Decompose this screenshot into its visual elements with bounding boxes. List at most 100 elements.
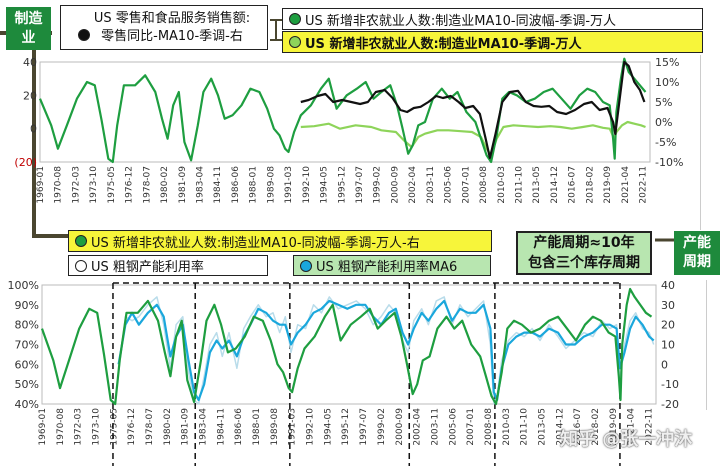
y-tick-left: 100% [8,279,39,292]
x-tick-label: 1969-01 [38,408,48,446]
x-tick-label: 1978-07 [145,408,155,446]
x-tick-label: 1988-01 [249,166,259,204]
x-tick-label: 1976-12 [127,408,137,446]
x-tick-label: 2010-03 [502,408,512,446]
legend-mfg-employment-right: US 新增非农就业人数:制造业MA10-同波幅-季调-万人-右 [68,230,492,252]
watermark: 知乎 @张一冲沐 [560,429,693,450]
x-tick-label: 1992-10 [306,408,316,446]
y-tick-right: -5% [655,136,676,149]
x-tick-label: 1970-08 [56,408,66,446]
x-tick-label: 1972-03 [71,166,81,204]
y-tick-right: -10 [661,378,679,391]
x-tick-label: 1989-08 [266,166,276,204]
x-tick-label: 2005-06 [444,166,454,204]
x-tick-label: 2000-09 [390,166,400,204]
x-tick-label: 2022-11 [639,166,649,204]
green-dot-icon [75,235,87,247]
blue-dot-icon [300,259,312,272]
x-tick-label: 2010-03 [497,166,507,204]
x-tick-label: 2021-04 [627,408,637,446]
lightgreen-dot-icon [289,36,301,48]
x-tick-label: 1994-05 [323,408,333,446]
x-tick-label: 1973-10 [92,408,102,446]
series-line-blue [117,299,655,402]
x-tick-label: 2005-06 [448,408,458,446]
x-tick-label: 2016-07 [568,166,578,204]
x-tick-label: 2007-01 [461,166,471,204]
x-tick-label: 2000-09 [395,408,405,446]
x-tick-label: 1997-07 [355,166,365,204]
x-tick-label: 2008-08 [484,408,494,446]
legend-retail-sales-label: US 零售和食品服务销售额: 零售同比-MA10-季调-右 [93,10,251,44]
x-tick-label: 1976-12 [125,166,135,204]
legend-mfg-employment-right-label: US 新增非农就业人数:制造业MA10-同波幅-季调-万人-右 [91,235,420,251]
legend-retail-sales: US 零售和食品服务销售额: 零售同比-MA10-季调-右 [60,5,268,50]
x-tick-label: 2022-11 [644,408,654,446]
x-tick-label: 2021-04 [621,166,631,204]
x-tick-label: 2013-05 [537,408,547,446]
x-tick-label: 1980-02 [160,166,170,204]
legend-mfg-employment-scaled-label: US 新增非农就业人数:制造业MA10-同波幅-季调-万人 [305,13,617,29]
x-tick-label: 1972-03 [74,408,84,446]
y-tick-left: 20 [23,89,37,102]
y-tick-right: -10% [655,156,683,169]
right-edge-panel-bottom [706,280,720,410]
y-tick-right: 40 [661,279,675,292]
x-tick-label: 1989-08 [270,408,280,446]
y-tick-right: 10 [661,339,675,352]
x-tick-label: 1970-08 [54,166,64,204]
black-dot-icon [77,28,90,41]
right-edge-panel-top [700,55,720,230]
x-tick-label: 1981-09 [178,166,188,204]
y-tick-left: 50% [15,378,39,391]
x-tick-label: 1999-02 [373,166,383,204]
chart-bottom: 100% 90% 80% 70% 60% 50% 40% 40 30 20 10 0 -10 -20 196… [8,279,679,466]
x-tick-label: 2019-09 [609,408,619,446]
x-tick-label: 2003-11 [426,166,436,204]
chart-top: 40 20 0 (20) 15% 10% 5% 0% -5% -10% 1969-01 1970-08… [14,56,683,204]
x-tick-label: 2014-12 [550,166,560,204]
green-dot-icon [289,13,301,25]
y-tick-left: 60% [15,358,39,371]
legend-steel-utilization: US 粗钢产能利用率 [68,255,268,276]
x-tick-label: 1994-05 [320,166,330,204]
legend-steel-utilization-ma6: US 粗钢产能利用率MA6 [293,255,491,276]
series-line-light_blue [117,296,655,405]
x-tick-label: 2003-11 [430,408,440,446]
x-tick-label: 1999-02 [377,408,387,446]
y-tick-left: 70% [15,339,39,352]
x-tick-label: 1995-12 [337,166,347,204]
x-tick-label: 2002-04 [413,408,423,446]
x-tick-label: 1991-03 [284,166,294,204]
x-tick-label: 1978-07 [142,166,152,204]
x-tick-label: 1969-01 [36,166,46,204]
x-tick-label: 1983-04 [195,166,205,204]
y-tick-right: 20 [661,319,675,332]
x-tick-label: 2013-05 [532,166,542,204]
x-tick-label: 1986-06 [231,166,241,204]
x-tick-label: 1975-05 [107,166,117,204]
x-tick-label: 2011-10 [514,166,524,204]
x-tick-label: 2018-02 [585,166,595,204]
x-tick-label: 2007-01 [466,408,476,446]
x-tick-label: 2008-08 [479,166,489,204]
x-tick-label: 1992-10 [302,166,312,204]
legend-mfg-employment: US 新增非农就业人数:制造业MA10-季调-万人 [282,31,703,53]
x-tick-label: 2019-09 [603,166,613,204]
y-tick-left: 90% [15,299,39,312]
x-tick-label: 1997-07 [359,408,369,446]
cycle-note: 产能周期≈10年 包含三个库存周期 [516,231,652,275]
series-line-green [38,57,647,164]
x-tick-label: 2016-07 [573,408,583,446]
x-tick-label: 1973-10 [89,166,99,204]
y-tick-right: 15% [655,56,679,69]
legend-steel-utilization-label: US 粗钢产能利用率 [91,260,204,275]
white-dot-icon [75,259,87,272]
legend-mfg-employment-scaled: US 新增非农就业人数:制造业MA10-同波幅-季调-万人 [282,8,703,30]
y-tick-left: 40% [15,398,39,411]
y-tick-left: 80% [15,319,39,332]
y-tick-right: 0% [655,116,672,129]
x-tick-label: 2002-04 [408,166,418,204]
x-tick-label: 2014-12 [555,408,565,446]
x-tick-label: 1984-11 [213,166,223,204]
